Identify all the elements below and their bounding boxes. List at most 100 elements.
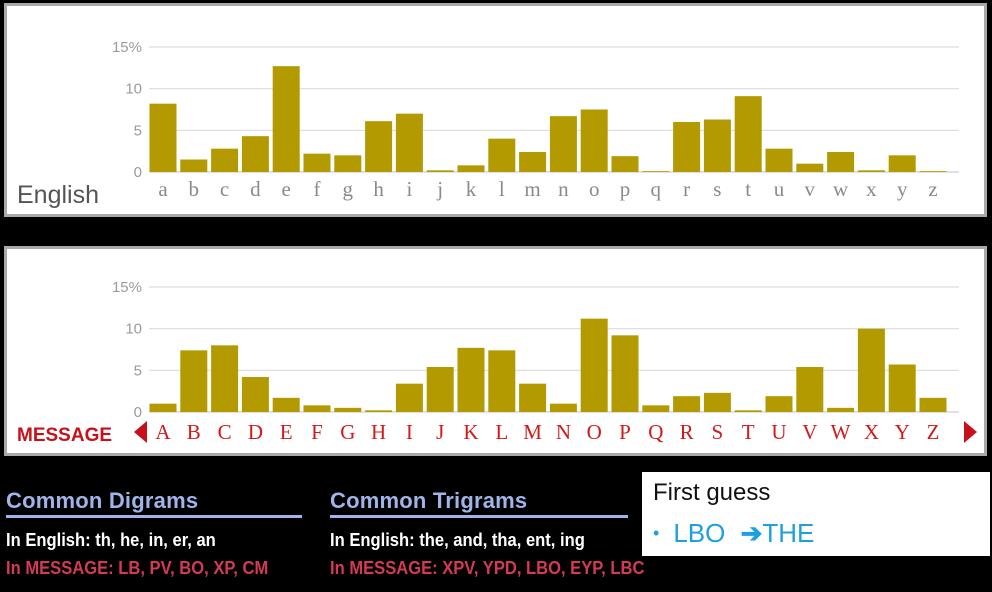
x-tick-label: s: [713, 177, 721, 201]
x-tick-label: l: [499, 177, 505, 201]
trigrams-english: In English: the, and, tha, ent, ing: [330, 530, 585, 550]
bar: [395, 113, 423, 172]
bar: [580, 318, 608, 412]
x-tick-label: P: [619, 420, 631, 444]
x-tick-label: m: [524, 177, 540, 201]
first-guess-item: • LBO ➔THE: [653, 518, 814, 549]
x-tick-label: i: [406, 177, 412, 201]
x-tick-label: G: [340, 420, 355, 444]
bar: [888, 364, 916, 412]
bar: [149, 103, 177, 172]
x-tick-label: H: [371, 420, 386, 444]
x-tick-label: B: [187, 420, 201, 444]
bar: [365, 410, 393, 412]
x-tick-label: V: [802, 420, 817, 444]
x-tick-label: z: [928, 177, 937, 201]
bar: [888, 155, 916, 172]
bar: [827, 152, 855, 172]
bar: [734, 410, 762, 412]
x-tick-label: j: [436, 177, 443, 201]
x-tick-label: p: [620, 177, 631, 201]
guess-from: LBO: [673, 518, 726, 548]
bar: [272, 397, 300, 412]
left-arrow-icon: [134, 421, 147, 443]
digrams-english: In English: th, he, in, er, an: [6, 530, 216, 550]
bar: [457, 347, 485, 412]
x-tick-label: Q: [648, 420, 663, 444]
x-tick-label: M: [523, 420, 542, 444]
y-tick-label: 15%: [112, 279, 142, 296]
bar: [395, 383, 423, 412]
y-tick-label: 5: [134, 362, 142, 379]
x-tick-label: b: [189, 177, 200, 201]
x-tick-label: N: [556, 420, 571, 444]
bar: [457, 165, 485, 172]
y-tick-label: 5: [134, 122, 142, 139]
bar: [673, 396, 701, 412]
bar: [180, 159, 208, 172]
bar: [334, 155, 362, 172]
bar: [796, 163, 824, 172]
x-tick-label: f: [314, 177, 321, 201]
bar: [519, 383, 547, 412]
bar: [241, 377, 269, 412]
x-tick-label: d: [250, 177, 261, 201]
x-tick-label: R: [680, 420, 694, 444]
bar: [426, 170, 454, 172]
bar: [334, 407, 362, 412]
english-chart-title: English: [17, 181, 99, 209]
x-tick-label: L: [495, 420, 508, 444]
bar: [272, 66, 300, 172]
x-tick-label: O: [587, 420, 602, 444]
bar: [180, 350, 208, 412]
x-tick-label: C: [218, 420, 232, 444]
bar: [796, 367, 824, 412]
trigrams-underline: [330, 515, 628, 518]
x-tick-label: u: [774, 177, 785, 201]
bar: [211, 345, 239, 412]
x-tick-label: q: [651, 177, 662, 201]
bullet-icon: •: [653, 523, 660, 543]
bar: [549, 116, 577, 172]
bar: [919, 397, 947, 412]
x-tick-label: r: [683, 177, 690, 201]
bar: [611, 335, 639, 412]
guess-to: THE: [762, 518, 815, 548]
bar: [365, 121, 393, 172]
x-tick-label: F: [311, 420, 323, 444]
message-chart-title: MESSAGE: [17, 425, 112, 446]
trigrams-section: Common Trigrams In English: the, and, th…: [330, 488, 645, 579]
bar: [919, 171, 947, 172]
x-tick-label: E: [280, 420, 293, 444]
x-tick-label: I: [406, 420, 413, 444]
x-tick-label: S: [712, 420, 724, 444]
arrow-right-icon: ➔: [740, 518, 763, 548]
bar: [149, 403, 177, 412]
x-tick-label: a: [158, 177, 168, 201]
bar: [734, 96, 762, 172]
bar: [765, 396, 793, 412]
digrams-section: Common Digrams In English: th, he, in, e…: [6, 488, 302, 579]
x-tick-label: Z: [927, 420, 940, 444]
x-tick-label: W: [831, 420, 851, 444]
bar: [642, 171, 670, 172]
x-tick-label: U: [771, 420, 786, 444]
x-tick-label: t: [745, 177, 751, 201]
x-tick-label: K: [463, 420, 478, 444]
bar: [303, 153, 331, 172]
x-tick-label: e: [282, 177, 291, 201]
y-tick-label: 10: [125, 81, 142, 98]
bar: [303, 405, 331, 412]
digrams-title: Common Digrams: [6, 488, 199, 513]
first-guess-title: First guess: [653, 479, 771, 506]
bar: [857, 328, 885, 412]
x-tick-label: y: [897, 177, 908, 201]
x-tick-label: w: [833, 177, 849, 201]
x-tick-label: n: [558, 177, 569, 201]
trigrams-message: In MESSAGE: XPV, YPD, LBO, EYP, LBC: [330, 558, 645, 578]
digrams-underline: [6, 515, 302, 518]
x-tick-label: o: [589, 177, 600, 201]
